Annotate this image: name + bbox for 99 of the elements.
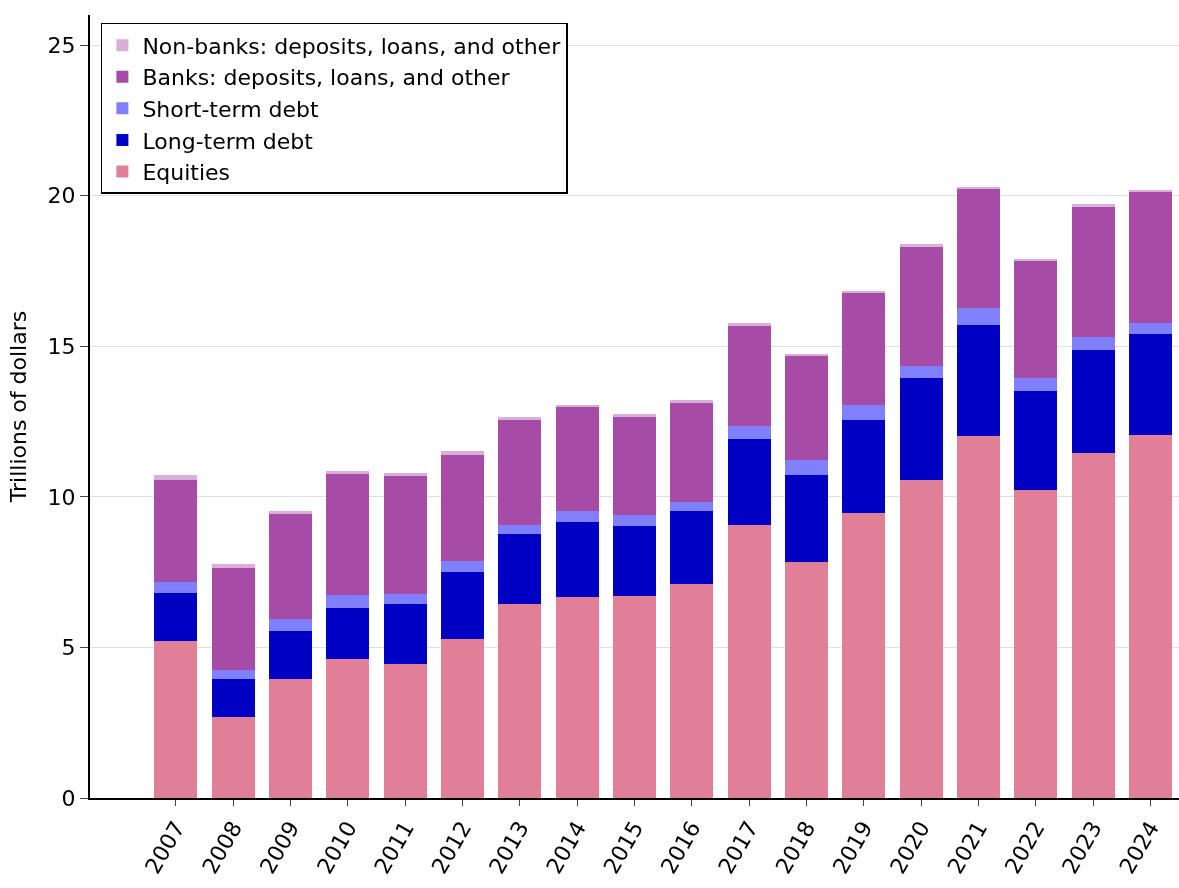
bar: [613, 525, 656, 596]
legend-label: Long-term debt: [142, 128, 314, 154]
bar: [1071, 204, 1115, 207]
legend-label: Non-banks: deposits, loans, and other: [142, 33, 562, 59]
bar: [498, 524, 542, 535]
bar: [154, 479, 198, 582]
bar: [899, 479, 943, 798]
bar: [383, 473, 427, 476]
bar: [613, 514, 656, 526]
bar: [784, 353, 828, 356]
bar: [326, 595, 370, 609]
bar: [326, 608, 370, 660]
y-tick-label: 25: [47, 32, 76, 58]
bar: [842, 513, 886, 798]
bar: [956, 325, 1000, 437]
bar: [555, 404, 599, 408]
legend-label: Short-term debt: [142, 96, 320, 122]
bar: [613, 414, 656, 418]
bar: [269, 679, 313, 798]
bar: [154, 474, 198, 480]
bar: [670, 501, 714, 511]
bar: [1071, 206, 1115, 338]
bar: [383, 664, 427, 798]
bar: [269, 619, 313, 632]
bar: [269, 631, 313, 680]
bar: [441, 560, 485, 572]
bar: [498, 604, 542, 798]
bar: [211, 567, 255, 671]
bar: [211, 716, 255, 798]
bar: [211, 679, 255, 717]
y-tick-label: 0: [61, 785, 76, 811]
bar: [899, 366, 943, 379]
bar: [1128, 191, 1172, 324]
bar: [326, 473, 370, 596]
bar: [1014, 489, 1058, 798]
bar: [498, 417, 542, 420]
bar: [1128, 434, 1172, 798]
bar: [383, 604, 427, 665]
bar: [784, 561, 828, 798]
bar: [154, 592, 198, 642]
bar: [670, 400, 714, 403]
bar: [1071, 350, 1115, 453]
bar: [727, 325, 771, 427]
bar: [269, 513, 313, 620]
bar: [784, 459, 828, 475]
bar: [441, 454, 485, 561]
bar: [269, 510, 313, 514]
bar: [727, 323, 771, 326]
bar: [613, 595, 656, 798]
y-tick-label: 20: [47, 183, 76, 209]
bar: [727, 439, 771, 525]
bar: [784, 474, 828, 562]
bar: [842, 419, 886, 514]
bar: [956, 436, 1000, 798]
bar: [326, 471, 370, 474]
bar: [1128, 323, 1172, 334]
bar: [326, 659, 370, 798]
bar: [727, 426, 771, 440]
bar: [383, 475, 427, 594]
bar: [956, 188, 1000, 309]
bar: [441, 450, 485, 455]
bar: [899, 378, 943, 480]
bar: [1014, 260, 1058, 379]
y-axis-title: Trillions of dollars: [5, 310, 31, 504]
y-tick-label: 15: [47, 333, 76, 359]
bar: [899, 247, 943, 367]
bar: [211, 670, 255, 680]
bar: [956, 308, 1000, 326]
legend-label: Equities: [142, 160, 231, 186]
bar: [383, 593, 427, 605]
bar: [1071, 337, 1115, 351]
bar: [784, 355, 828, 460]
bar: [441, 639, 485, 798]
bar: [1128, 333, 1172, 435]
bar: [555, 521, 599, 597]
bar: [842, 292, 886, 405]
bar: [498, 419, 542, 525]
bar: [727, 524, 771, 798]
legend-label: Banks: deposits, loans, and other: [142, 65, 511, 91]
bar: [670, 402, 714, 502]
y-tick-label: 5: [61, 635, 76, 661]
y-tick-label: 10: [47, 484, 76, 510]
bar: [613, 417, 656, 515]
bar: [498, 534, 542, 605]
bar: [1071, 452, 1115, 798]
bar: [1014, 378, 1058, 392]
bar: [555, 407, 599, 511]
bar: [441, 571, 485, 640]
bar: [555, 596, 599, 798]
bar: [154, 641, 198, 798]
bar: [154, 581, 198, 593]
bar: [211, 563, 255, 568]
bar: [670, 584, 714, 798]
bar: [842, 404, 886, 420]
bar: [670, 511, 714, 585]
bar: [1128, 189, 1172, 192]
bar: [899, 244, 943, 248]
bar: [555, 510, 599, 522]
bar: [1014, 391, 1058, 490]
